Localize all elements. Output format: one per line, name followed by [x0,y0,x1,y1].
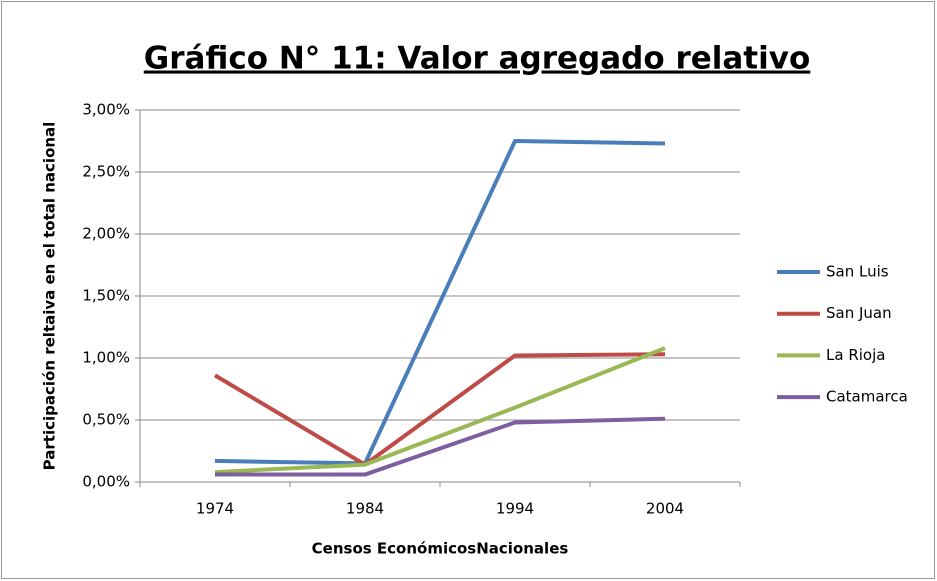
x-axis-label: Censos EconómicosNacionales [312,540,569,558]
y-tick-label: 1,50% [82,287,130,305]
chart-title: Gráfico N° 11: Valor agregado relativo [144,41,811,77]
y-tick-label: 1,00% [82,349,130,367]
y-axis-label: Participación reltaiva en el total nacio… [41,122,59,471]
legend-label: San Luis [826,263,889,281]
legend-label: La Rioja [826,346,885,364]
x-tick-label: 1974 [196,500,234,518]
x-tick-label: 1984 [346,500,384,518]
y-tick-label: 2,00% [82,225,130,243]
y-tick-label: 3,00% [82,101,130,119]
legend-label: Catamarca [826,388,908,406]
series-line [213,352,666,467]
series-line [214,346,666,475]
y-tick-label: 0,00% [82,473,130,491]
legend-label: San Juan [826,304,892,322]
y-tick-label: 0,50% [82,411,130,429]
x-tick-label: 2004 [646,500,684,518]
x-tick-label: 1994 [496,500,534,518]
series-line [214,139,666,466]
y-tick-label: 2,50% [82,163,130,181]
series-line [215,416,666,477]
